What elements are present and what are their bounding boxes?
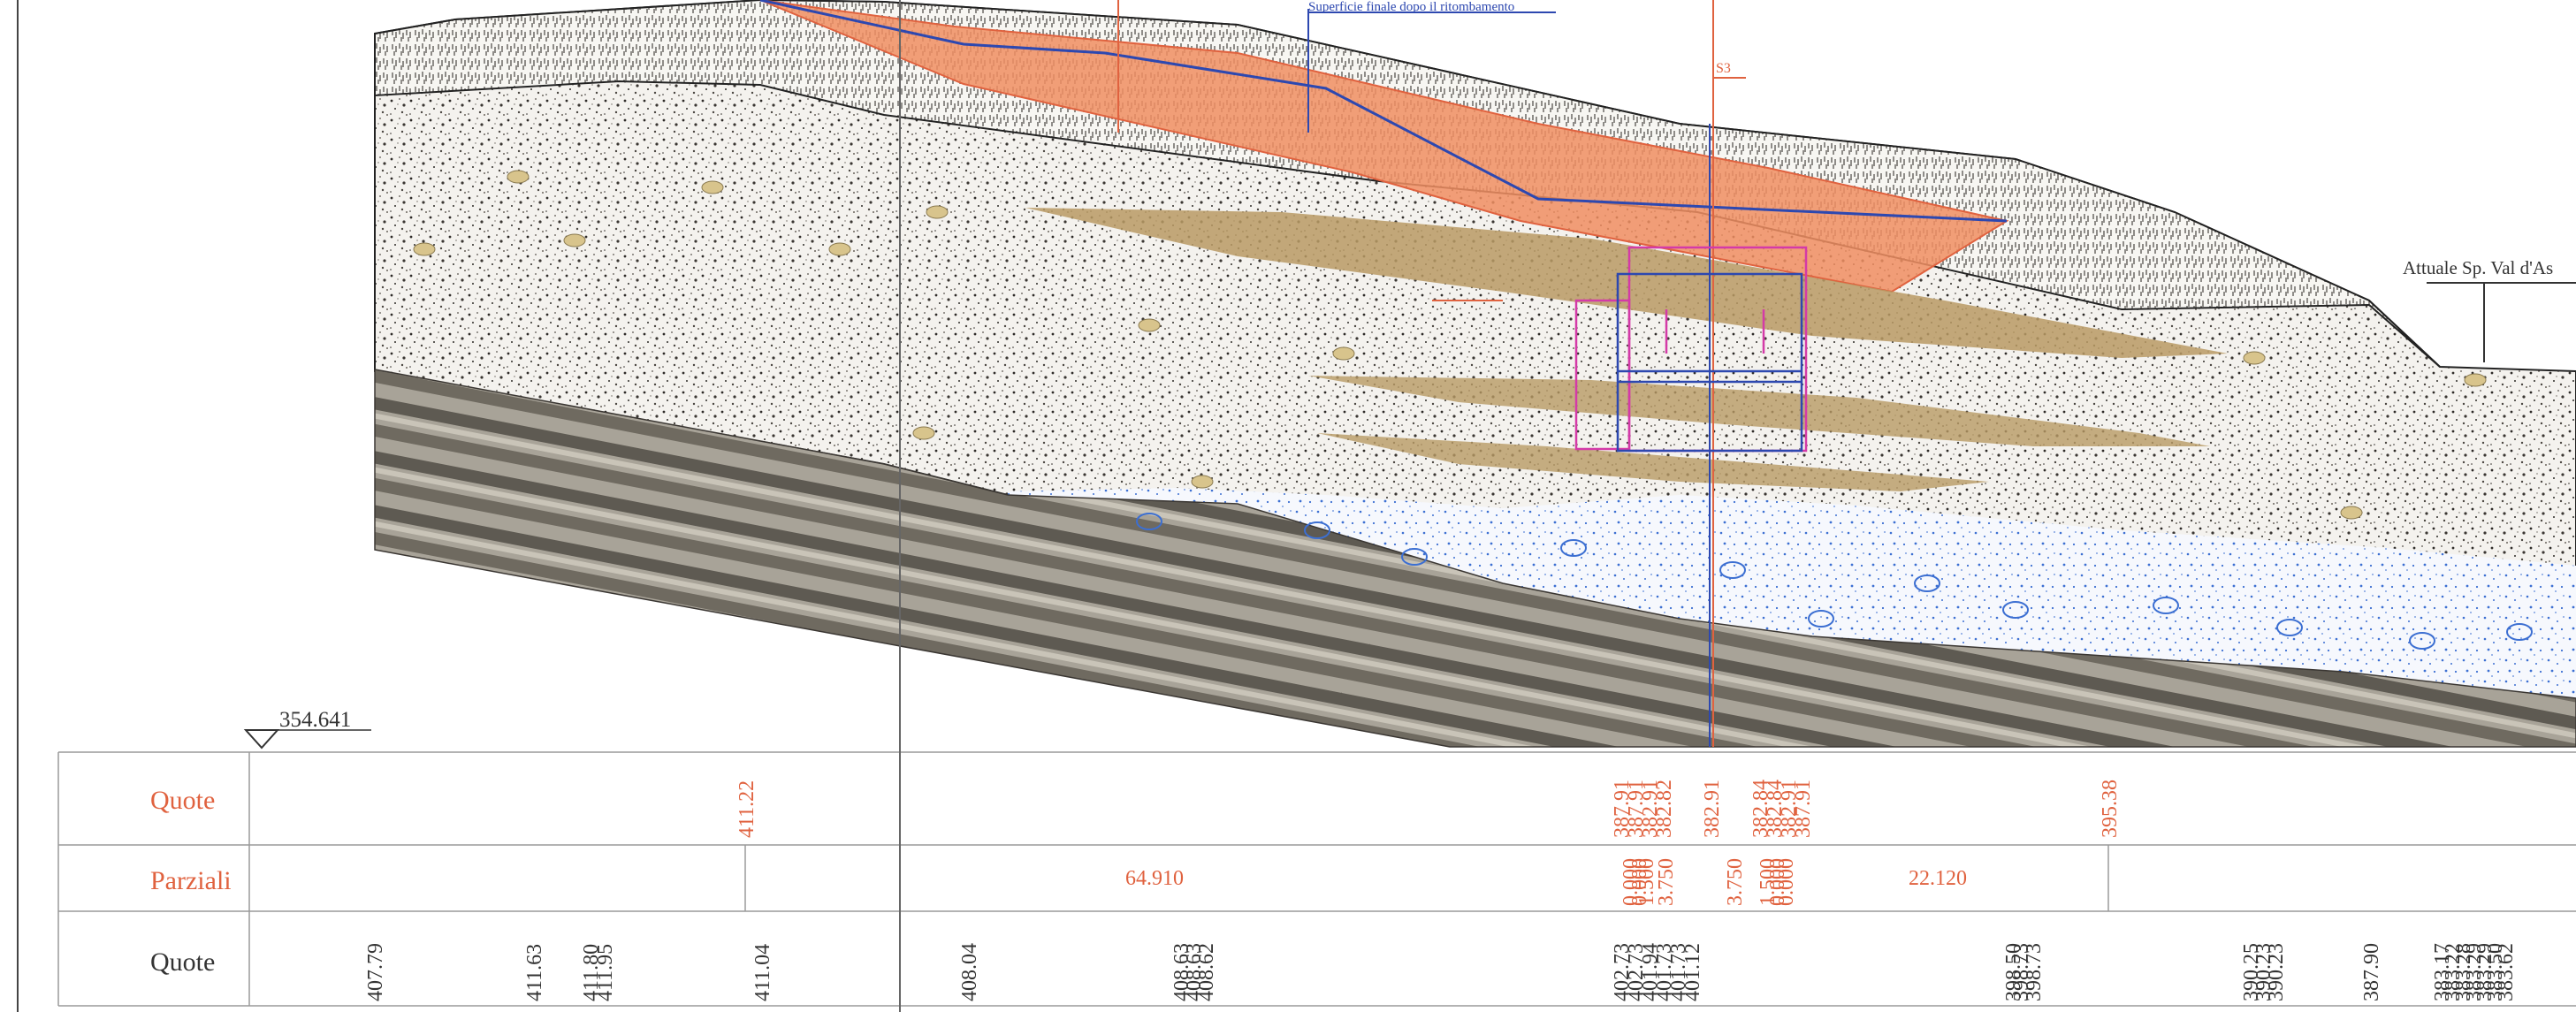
final-surface-label: Superficie finale dopo il ritombamento bbox=[1308, 0, 1514, 14]
quote-bottom-value: 390.25 bbox=[2240, 943, 2263, 1001]
quote-bottom-value: 408.62 bbox=[1195, 943, 1218, 1001]
gravel-blue-layer bbox=[1008, 491, 2576, 698]
row-label-parziali: Parziali bbox=[150, 866, 232, 895]
quote-top-value: 382.84 bbox=[1749, 780, 1772, 838]
datum-marker: 354.641 bbox=[243, 708, 371, 749]
bedrock-layer bbox=[374, 369, 2576, 748]
quote-bottom-value: 408.04 bbox=[958, 943, 981, 1001]
parziali-value: 0.000 bbox=[1775, 858, 1798, 906]
quote-bottom-value: 401.12 bbox=[1681, 943, 1704, 1001]
parziali-value: 1.500 bbox=[1635, 858, 1658, 906]
quote-bottom-value: 383.50 bbox=[2484, 943, 2507, 1001]
quote-top-value: 387.91 bbox=[1625, 780, 1648, 838]
quote-bottom-value: 401.73 bbox=[1667, 943, 1690, 1001]
quote-bottom-value: 408.63 bbox=[1183, 943, 1206, 1001]
quote-top-value: 395.38 bbox=[2099, 780, 2122, 838]
parziali-value: 64.910 bbox=[1125, 867, 1184, 890]
quote-bottom-value: 398.73 bbox=[2023, 943, 2046, 1001]
quote-bottom-value: 383.17 bbox=[2431, 943, 2454, 1001]
quote-bottom-value: 383.28 bbox=[2452, 943, 2475, 1001]
quote-top-value: 387.91 bbox=[1792, 780, 1815, 838]
parziali-value: 3.750 bbox=[1724, 858, 1747, 906]
quote-bottom-value: 398.73 bbox=[2010, 943, 2033, 1001]
quote-bottom-value: 411.63 bbox=[523, 944, 546, 1001]
quote-bottom-value: 383.29 bbox=[2463, 943, 2486, 1001]
quote-top-value: 382.91 bbox=[1639, 780, 1662, 838]
quote-bottom-value: 407.79 bbox=[364, 943, 387, 1001]
quote-bottom-value: 387.90 bbox=[2360, 943, 2383, 1001]
row-label-quote-top: Quote bbox=[150, 786, 215, 815]
parziali-value: 3.750 bbox=[1655, 858, 1678, 906]
quote-bottom-value: 408.63 bbox=[1170, 943, 1193, 1001]
quote-bottom-value: 402.73 bbox=[1611, 943, 1634, 1001]
parziali-value: 0.000 bbox=[1628, 858, 1651, 906]
quote-bottom-value: 411.95 bbox=[594, 944, 617, 1001]
gravel-pebble-symbols bbox=[1136, 513, 2533, 650]
quote-bottom-value: 401.94 bbox=[1639, 943, 1662, 1001]
quote-top-value: 387.91 bbox=[1611, 780, 1634, 838]
parziali-value: 22.120 bbox=[1909, 867, 1967, 890]
parziali-value: 0.000 bbox=[1620, 858, 1642, 906]
profile-table bbox=[57, 751, 2576, 1007]
quote-top-value: 382.91 bbox=[1701, 780, 1724, 838]
quote-bottom-value: 402.73 bbox=[1625, 943, 1648, 1001]
tunnel-structure bbox=[1574, 246, 1808, 453]
quote-top-value: 382.82 bbox=[1653, 780, 1676, 838]
quote-bottom-value: 401.73 bbox=[1653, 943, 1676, 1001]
quote-top-value: 382.84 bbox=[1764, 780, 1787, 838]
gravel-blue-main bbox=[1008, 488, 2576, 681]
sand-lens-2 bbox=[1308, 376, 2210, 446]
section-marker-label: S3 bbox=[1716, 61, 1731, 76]
sand-lens-3 bbox=[1317, 433, 1989, 491]
parziali-value: 1.500 bbox=[1757, 858, 1780, 906]
quote-bottom-value: 390.23 bbox=[2252, 943, 2275, 1001]
datum-triangle-icon bbox=[243, 729, 280, 749]
datum-label: 354.641 bbox=[279, 708, 351, 732]
quote-bottom-value: 383.29 bbox=[2473, 943, 2496, 1001]
quote-top-value: 411.22 bbox=[735, 780, 758, 838]
quote-bottom-value: 411.04 bbox=[751, 944, 774, 1001]
boulder-symbols bbox=[413, 170, 2487, 520]
parziali-value: 0.000 bbox=[1766, 858, 1789, 906]
quote-bottom-value: 398.50 bbox=[2002, 943, 2025, 1001]
final-surface-line bbox=[759, 0, 2008, 223]
quote-bottom-value: 383.62 bbox=[2495, 943, 2518, 1001]
quote-bottom-value: 383.22 bbox=[2442, 943, 2465, 1001]
road-label: Attuale Sp. Val d'As bbox=[2403, 257, 2553, 278]
row-label-quote-bottom: Quote bbox=[150, 947, 215, 977]
sand-lens-1 bbox=[1025, 208, 2228, 358]
quote-bottom-value: 411.80 bbox=[580, 944, 603, 1001]
quote-top-value: 382.91 bbox=[1778, 780, 1801, 838]
quote-bottom-value: 390.23 bbox=[2265, 943, 2288, 1001]
